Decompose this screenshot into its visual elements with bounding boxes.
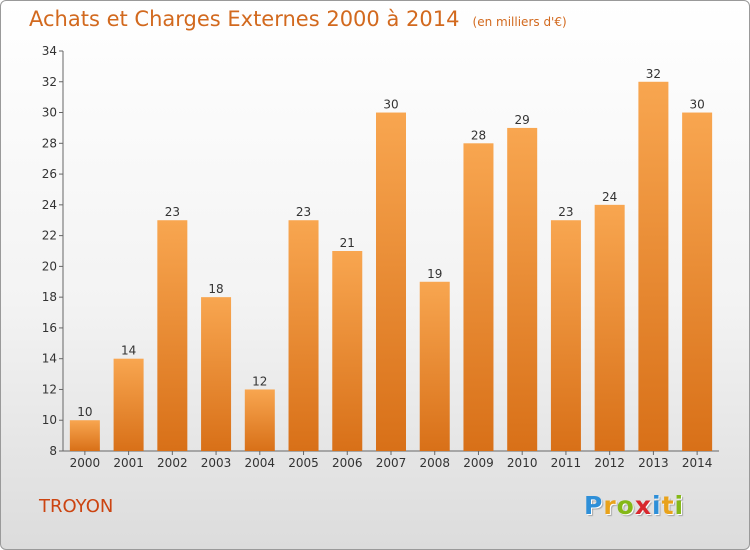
chart-title: Achats et Charges Externes 2000 à 2014 — [29, 7, 460, 31]
data-label: 30 — [689, 98, 704, 112]
x-tick-label: 2001 — [113, 456, 144, 470]
x-tick-label: 2012 — [594, 456, 625, 470]
y-tick-label: 26 — [42, 167, 57, 181]
bar-series — [69, 81, 713, 452]
y-tick-label: 34 — [42, 44, 57, 58]
logo-letter: o — [616, 491, 635, 520]
chart-unit: (en milliers d'€) — [472, 15, 567, 29]
data-label: 23 — [165, 205, 180, 219]
bar — [201, 297, 232, 451]
bar — [507, 127, 538, 451]
bar — [682, 112, 713, 452]
bar — [594, 204, 625, 451]
x-tick-label: 2010 — [507, 456, 538, 470]
y-tick-label: 8 — [49, 444, 57, 458]
chart-title-block: Achats et Charges Externes 2000 à 2014 (… — [29, 7, 567, 31]
x-tick-label: 2014 — [682, 456, 713, 470]
place-name: TROYON — [39, 496, 114, 517]
chart-axes: 8 10 12 14 16 18 20 22 24 26 28 30 32 34 2000 2001 2002 2… — [42, 44, 719, 470]
data-label: 28 — [471, 128, 486, 142]
y-tick-label: 18 — [42, 290, 57, 304]
x-tick-label: 2003 — [201, 456, 232, 470]
bar — [288, 220, 319, 451]
bar — [332, 251, 363, 451]
data-label: 12 — [252, 374, 267, 388]
x-tick-label: 2006 — [332, 456, 363, 470]
x-tick-label: 2007 — [376, 456, 407, 470]
data-label: 14 — [121, 344, 136, 358]
logo-letter: i — [674, 491, 685, 520]
y-tick-label: 10 — [42, 413, 57, 427]
bar — [463, 143, 494, 452]
data-label: 19 — [427, 267, 442, 281]
bar — [638, 81, 669, 452]
y-tick-label: 16 — [42, 321, 57, 335]
y-tick-label: 24 — [42, 198, 57, 212]
data-label: 29 — [515, 113, 530, 127]
x-tick-label: 2009 — [463, 456, 494, 470]
y-tick-label: 28 — [42, 136, 57, 150]
logo-letter: P — [584, 491, 604, 520]
logo-letter: r — [603, 491, 617, 520]
data-label: 30 — [383, 98, 398, 112]
data-label: 10 — [77, 405, 92, 419]
x-tick-label: 2000 — [70, 456, 101, 470]
x-tick-label: 2004 — [245, 456, 276, 470]
y-tick-label: 20 — [42, 259, 57, 273]
bar — [113, 358, 144, 451]
data-label: 32 — [646, 67, 661, 81]
logo-letter: t — [661, 491, 675, 520]
x-tick-label: 2008 — [419, 456, 450, 470]
y-tick-label: 30 — [42, 106, 57, 120]
y-tick-label: 14 — [42, 352, 57, 366]
x-tick-label: 2011 — [551, 456, 582, 470]
y-tick-label: 32 — [42, 75, 57, 89]
data-label: 23 — [558, 205, 573, 219]
x-tick-label: 2013 — [638, 456, 669, 470]
logo-letter: i — [652, 491, 662, 520]
x-tick-label: 2002 — [157, 456, 188, 470]
bar — [69, 420, 100, 451]
data-label: 18 — [208, 282, 223, 296]
x-tick-label: 2005 — [288, 456, 319, 470]
y-tick-label: 22 — [42, 229, 57, 243]
proxiti-logo: Proxiti — [584, 491, 684, 520]
bar — [376, 112, 406, 452]
y-tick-label: 12 — [42, 382, 57, 396]
data-label: 23 — [296, 205, 311, 219]
bar — [157, 220, 188, 451]
bar — [419, 281, 450, 451]
logo-letter: x — [634, 491, 652, 520]
data-label: 21 — [340, 236, 355, 250]
bar — [550, 220, 581, 451]
data-labels: 10 14 23 18 12 23 21 30 19 28 29 23 24 32 30 — [77, 67, 705, 419]
bar — [244, 389, 275, 451]
data-label: 24 — [602, 190, 617, 204]
